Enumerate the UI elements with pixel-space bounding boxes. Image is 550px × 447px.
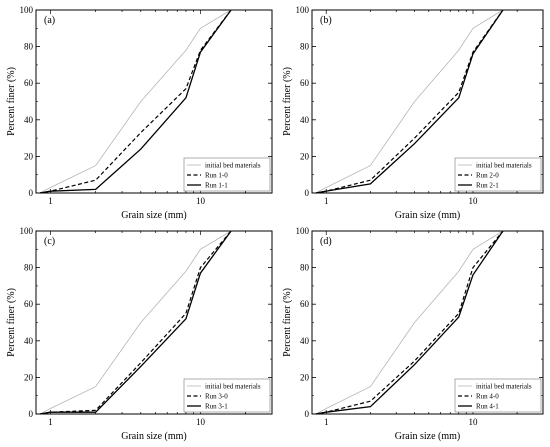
y-tick-label: 20 bbox=[300, 372, 310, 382]
legend-label: Run 2-1 bbox=[476, 182, 499, 190]
legend-label: Run 3-0 bbox=[205, 393, 228, 401]
legend-label: Run 4-1 bbox=[476, 403, 499, 411]
chart-panel-d: 0 20 40 60 80 100 1 10 Grain size (mm) Percent fi… bbox=[282, 226, 544, 442]
y-tick-label: 0 bbox=[29, 188, 34, 198]
legend: initial bed materials Run 3-0 Run 3-1 bbox=[183, 378, 271, 413]
y-tick-label: 40 bbox=[300, 115, 310, 125]
y-axis-title: Percent finer (%) bbox=[6, 67, 17, 136]
chart-panel-c: 0 20 40 60 80 100 1 10 Grain size (mm) Percent fi… bbox=[6, 226, 273, 442]
y-tick-label: 80 bbox=[24, 263, 34, 273]
y-tick-label: 100 bbox=[296, 5, 310, 15]
legend-label: initial bed materials bbox=[476, 383, 532, 391]
y-tick-label: 0 bbox=[29, 409, 34, 419]
x-tick-label: 1 bbox=[324, 196, 329, 206]
y-axis-title: Percent finer (%) bbox=[6, 288, 17, 357]
y-tick-label: 80 bbox=[300, 42, 310, 52]
x-tick-label: 1 bbox=[324, 417, 329, 427]
series-line-1 bbox=[39, 9, 232, 194]
series-line-2 bbox=[315, 9, 504, 194]
x-tick-label: 1 bbox=[48, 417, 53, 427]
y-tick-label: 40 bbox=[300, 336, 310, 346]
y-tick-label: 40 bbox=[24, 336, 34, 346]
x-axis-title: Grain size (mm) bbox=[121, 431, 187, 442]
y-tick-label: 20 bbox=[300, 151, 310, 161]
legend-label: Run 4-0 bbox=[476, 393, 499, 401]
x-tick-label: 10 bbox=[196, 196, 206, 206]
series-line-3 bbox=[39, 9, 232, 194]
y-tick-label: 20 bbox=[24, 151, 34, 161]
y-tick-label: 60 bbox=[300, 78, 310, 88]
legend: initial bed materials Run 2-0 Run 2-1 bbox=[454, 157, 542, 192]
x-tick-label: 10 bbox=[196, 417, 206, 427]
chart-panel-a: 0 20 40 60 80 100 1 10 Grain size (mm) Percent fi… bbox=[6, 5, 273, 221]
series-line-3 bbox=[315, 230, 504, 415]
x-axis-title: Grain size (mm) bbox=[121, 210, 187, 221]
y-tick-label: 100 bbox=[20, 5, 34, 15]
series-line-2 bbox=[315, 230, 504, 415]
x-tick-label: 10 bbox=[468, 196, 478, 206]
y-axis-title: Percent finer (%) bbox=[282, 67, 293, 136]
y-tick-label: 60 bbox=[24, 78, 34, 88]
legend-label: Run 2-0 bbox=[476, 172, 499, 180]
chart-panel-b: 0 20 40 60 80 100 1 10 Grain size (mm) Percent fi… bbox=[282, 5, 544, 221]
panel-label: (d) bbox=[320, 236, 332, 247]
legend: initial bed materials Run 1-0 Run 1-1 bbox=[183, 157, 271, 192]
legend-box bbox=[454, 157, 542, 192]
x-axis-title: Grain size (mm) bbox=[395, 210, 461, 221]
legend-label: initial bed materials bbox=[476, 162, 532, 170]
legend-label: Run 1-0 bbox=[205, 172, 228, 180]
y-axis-title: Percent finer (%) bbox=[282, 288, 293, 357]
series-line-1 bbox=[315, 9, 504, 194]
y-tick-label: 0 bbox=[305, 188, 310, 198]
x-tick-label: 10 bbox=[468, 417, 478, 427]
y-tick-label: 80 bbox=[300, 263, 310, 273]
panel-label: (c) bbox=[44, 236, 55, 247]
series-line-3 bbox=[39, 230, 232, 415]
legend: initial bed materials Run 4-0 Run 4-1 bbox=[454, 378, 542, 413]
y-tick-label: 20 bbox=[24, 372, 34, 382]
series-line-1 bbox=[39, 230, 232, 415]
legend-label: Run 3-1 bbox=[205, 403, 228, 411]
y-tick-label: 60 bbox=[300, 299, 310, 309]
series-line-1 bbox=[315, 230, 504, 415]
y-tick-label: 100 bbox=[296, 226, 310, 236]
legend-label: Run 1-1 bbox=[205, 182, 228, 190]
y-tick-label: 0 bbox=[305, 409, 310, 419]
legend-label: initial bed materials bbox=[205, 383, 261, 391]
series-line-2 bbox=[39, 230, 232, 415]
panel-label: (a) bbox=[44, 15, 55, 26]
series-line-3 bbox=[315, 9, 504, 194]
x-tick-label: 1 bbox=[48, 196, 53, 206]
x-axis-title: Grain size (mm) bbox=[395, 431, 461, 442]
legend-label: initial bed materials bbox=[205, 162, 261, 170]
y-tick-label: 40 bbox=[24, 115, 34, 125]
y-tick-label: 60 bbox=[24, 299, 34, 309]
y-tick-label: 80 bbox=[24, 42, 34, 52]
y-tick-label: 100 bbox=[20, 226, 34, 236]
panel-label: (b) bbox=[320, 15, 332, 26]
